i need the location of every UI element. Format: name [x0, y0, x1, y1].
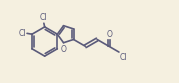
Text: O: O	[61, 45, 66, 54]
Text: Cl: Cl	[19, 29, 26, 38]
Text: Cl: Cl	[40, 13, 48, 22]
Text: O: O	[107, 30, 113, 39]
Text: Cl: Cl	[120, 53, 127, 62]
